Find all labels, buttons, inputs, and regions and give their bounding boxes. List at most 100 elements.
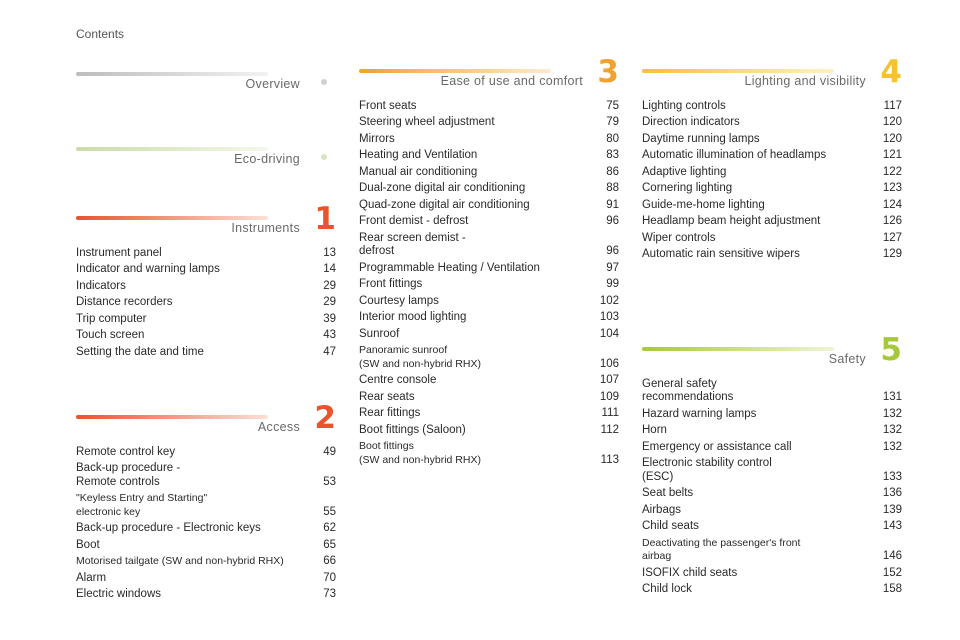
toc-entry[interactable]: Rear seats 109 (359, 389, 619, 406)
toc-entry[interactable]: Panoramic sunroof (SW and non-hybrid RHX… (359, 343, 619, 373)
entry-page-number: 75 (606, 99, 619, 112)
section-lighting: Lighting and visibility 4 Lighting contr… (642, 57, 902, 264)
entry-title: Sunroof (359, 327, 400, 340)
toc-entry[interactable]: Deactivating the passenger's front airba… (642, 535, 902, 565)
toc-entry[interactable]: Front demist - defrost 96 (359, 214, 619, 231)
entry-page-number: 39 (323, 312, 336, 325)
toc-entry[interactable]: "Keyless Entry and Starting" electronic … (76, 491, 336, 521)
toc-entry[interactable]: Adaptive lighting 122 (642, 164, 902, 181)
toc-entry[interactable]: Quad-zone digital air conditioning 91 (359, 197, 619, 214)
entry-page-number: 102 (599, 294, 619, 307)
toc-entry[interactable]: Sunroof 104 (359, 326, 619, 343)
toc-entry[interactable]: Automatic rain sensitive wipers 129 (642, 247, 902, 264)
toc-entry[interactable]: Motorised tailgate (SW and non-hybrid RH… (76, 554, 336, 571)
entry-page-number: 111 (601, 407, 619, 419)
section-header: Lighting and visibility 4 (642, 57, 902, 98)
toc-entry[interactable]: Front fittings 99 (359, 277, 619, 294)
toc-entry[interactable]: Mirrors 80 (359, 131, 619, 148)
entry-page-number: 47 (323, 345, 336, 358)
toc-entry[interactable]: Seat belts 136 (642, 486, 902, 503)
toc-entry[interactable]: Boot 65 (76, 537, 336, 554)
entry-title: Boot fittings (Saloon) (359, 423, 466, 436)
entry-page-number: 133 (882, 470, 902, 483)
section-access: Access 2 Remote control key 49 Back-up pro… (76, 403, 336, 604)
toc-entry[interactable]: Wiper controls 127 (642, 230, 902, 247)
toc-entry[interactable]: Setting the date and time 47 (76, 344, 336, 361)
toc-entry[interactable]: Guide-me-home lighting 124 (642, 197, 902, 214)
entry-page-number: 117 (883, 99, 902, 112)
entry-page-number: 104 (599, 327, 619, 340)
toc-entry[interactable]: Daytime running lamps 120 (642, 131, 902, 148)
toc-entry[interactable]: Rear screen demist - defrost 96 (359, 230, 619, 260)
entry-page-number: 49 (323, 445, 336, 458)
entry-title: Front fittings (359, 278, 423, 290)
toc-entry[interactable]: Distance recorders 29 (76, 295, 336, 312)
toc-entry[interactable]: Automatic illumination of headlamps 121 (642, 148, 902, 165)
toc-entry[interactable]: Rear fittings 111 (359, 406, 619, 423)
toc-entry[interactable]: Airbags 139 (642, 502, 902, 519)
toc-entry[interactable]: Horn 132 (642, 423, 902, 440)
entry-page-number: 120 (882, 132, 902, 145)
entry-page-number: 66 (323, 555, 336, 567)
toc-entry[interactable]: Touch screen 43 (76, 328, 336, 345)
entry-title: Automatic rain sensitive wipers (642, 248, 800, 260)
toc-entry[interactable]: Interior mood lighting 103 (359, 310, 619, 327)
toc-entry[interactable]: Alarm 70 (76, 570, 336, 587)
toc-entry[interactable]: Instrument panel 13 (76, 245, 336, 262)
toc-entry[interactable]: Child seats 143 (642, 519, 902, 536)
toc-entry[interactable]: Child lock 158 (642, 582, 902, 599)
toc-entry[interactable]: Lighting controls 117 (642, 98, 902, 115)
entry-title: Cornering lighting (642, 182, 733, 194)
entry-page-number: 112 (600, 423, 619, 436)
toc-entry[interactable]: Boot fittings (SW and non-hybrid RHX) 113 (359, 439, 619, 469)
toc-entry[interactable]: Heating and Ventilation 83 (359, 148, 619, 165)
entry-page-number: 106 (599, 357, 619, 370)
toc-entry[interactable]: Manual air conditioning 86 (359, 164, 619, 181)
toc-entry[interactable]: Centre console 107 (359, 373, 619, 390)
entry-title: Wiper controls (642, 231, 716, 244)
toc-entry[interactable]: Back-up procedure - Electronic keys 62 (76, 521, 336, 538)
toc-entry[interactable]: Electric windows 73 (76, 587, 336, 604)
toc-entry[interactable]: Back-up procedure - Remote controls 53 (76, 461, 336, 491)
entry-title: Panoramic sunroof (SW and non-hybrid RHX… (359, 344, 481, 370)
entry-page-number: 121 (882, 149, 902, 161)
toc-entry[interactable]: Indicator and warning lamps 14 (76, 262, 336, 279)
toc-entry[interactable]: Electronic stability control (ESC) 133 (642, 456, 902, 486)
toc-entry[interactable]: Indicators 29 (76, 278, 336, 295)
section-header: Overview (76, 67, 336, 101)
section-bar (76, 415, 268, 419)
section-header: Ease of use and comfort 3 (359, 57, 619, 98)
toc-entry[interactable]: Dual-zone digital air conditioning 88 (359, 181, 619, 198)
toc-entry[interactable]: ISOFIX child seats 152 (642, 565, 902, 582)
section-number: 2 (314, 400, 336, 436)
entry-title: Rear screen demist - defrost (359, 231, 466, 258)
entry-title: Adaptive lighting (642, 165, 727, 178)
toc-entry[interactable]: Courtesy lamps 102 (359, 293, 619, 310)
entry-title: Front seats (359, 99, 417, 112)
section-title: Overview (245, 77, 300, 91)
toc-entry[interactable]: Boot fittings (Saloon) 112 (359, 422, 619, 439)
entry-title: Front demist - defrost (359, 215, 469, 227)
entry-page-number: 143 (882, 520, 902, 532)
toc-entry[interactable]: General safety recommendations 131 (642, 376, 902, 406)
entry-title: Steering wheel adjustment (359, 116, 495, 128)
section-title: Ease of use and comfort (440, 74, 583, 88)
toc-entry[interactable]: Remote control key 49 (76, 444, 336, 461)
toc-entry[interactable]: Direction indicators 120 (642, 115, 902, 132)
entry-title: Emergency or assistance call (642, 440, 792, 453)
entry-title: Mirrors (359, 132, 395, 145)
entry-title: "Keyless Entry and Starting" electronic … (76, 492, 208, 518)
entry-title: Rear fittings (359, 407, 421, 419)
toc-entry[interactable]: Trip computer 39 (76, 311, 336, 328)
entry-title: Electronic stability control (ESC) (642, 457, 772, 483)
toc-entry[interactable]: Emergency or assistance call 132 (642, 439, 902, 456)
entry-title: Back-up procedure - Remote controls (76, 462, 181, 488)
toc-entry[interactable]: Front seats 75 (359, 98, 619, 115)
toc-entry[interactable]: Headlamp beam height adjustment 126 (642, 214, 902, 231)
toc-entry[interactable]: Programmable Heating / Ventilation 97 (359, 260, 619, 277)
entry-title: Boot fittings (SW and non-hybrid RHX) (359, 440, 481, 466)
toc-entry[interactable]: Cornering lighting 123 (642, 181, 902, 198)
entry-page-number: 123 (882, 182, 902, 194)
toc-entry[interactable]: Steering wheel adjustment 79 (359, 115, 619, 132)
toc-entry[interactable]: Hazard warning lamps 132 (642, 406, 902, 423)
